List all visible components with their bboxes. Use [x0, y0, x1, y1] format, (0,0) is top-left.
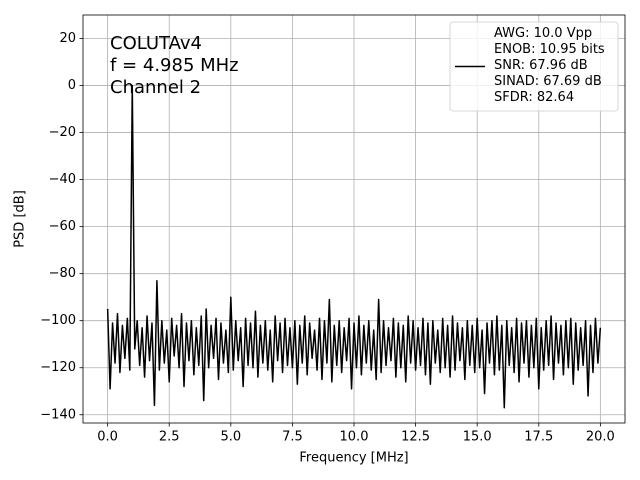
x-tick-label: 17.5 [524, 430, 553, 445]
x-tick-label: 20.0 [586, 430, 615, 445]
x-tick-label: 2.5 [159, 430, 180, 445]
annotation: Channel 2 [110, 77, 201, 98]
axes-frame [82, 14, 626, 424]
legend-label: AWG: 10.0 Vpp ENOB: 10.95 bits SNR: 67.9… [494, 26, 605, 105]
x-tick-label: 12.5 [401, 430, 430, 445]
y-tick-label: −140 [40, 407, 76, 422]
x-tick-label: 15.0 [463, 430, 492, 445]
x-tick-label: 7.5 [282, 430, 303, 445]
legend-box [449, 21, 619, 112]
y-tick-label: −120 [40, 360, 76, 375]
annotation: COLUTAv4 [110, 33, 202, 54]
y-tick-label: −40 [49, 172, 76, 187]
y-tick-label: −60 [49, 219, 76, 234]
x-tick-label: 10.0 [340, 430, 369, 445]
y-tick-label: −20 [49, 125, 76, 140]
y-axis-label: PSD [dB] [13, 190, 28, 248]
annotation: f = 4.985 MHz [110, 55, 239, 76]
y-tick-label: 20 [59, 31, 76, 46]
data-line [106, 84, 602, 409]
x-axis-label: Frequency [MHz] [299, 451, 408, 466]
y-tick-label: −80 [49, 266, 76, 281]
y-tick-label: −100 [40, 313, 76, 328]
y-tick-label: 0 [68, 78, 76, 93]
x-tick-label: 5.0 [220, 430, 241, 445]
x-tick-label: 0.0 [97, 430, 118, 445]
